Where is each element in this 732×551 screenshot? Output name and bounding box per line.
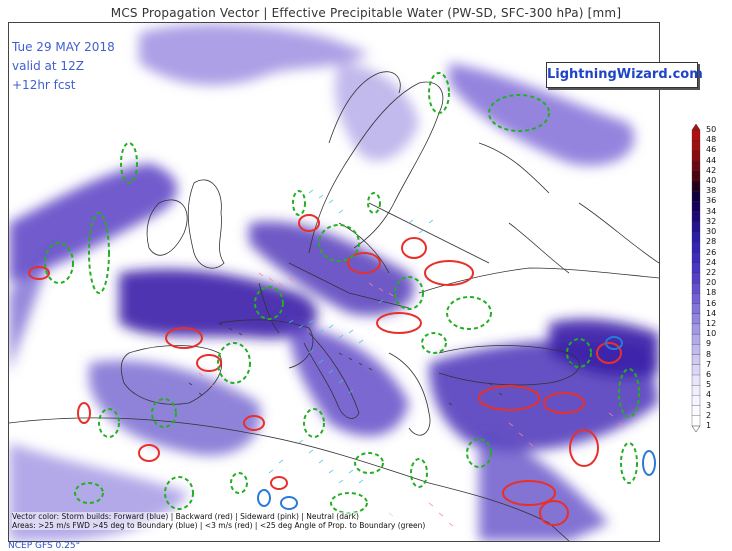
colorbar-label: 7	[706, 359, 712, 369]
colorbar-label: 10	[706, 329, 717, 339]
colorbar-label: 46	[706, 145, 717, 155]
colorbar-label: 28	[706, 237, 717, 247]
colorbar-swatch	[691, 211, 701, 223]
colorbar-swatch	[691, 293, 701, 304]
colorbar-label: 32	[706, 216, 717, 226]
model-label: NCEP GFS 0.25°	[8, 541, 81, 551]
colorbar-swatch	[691, 354, 701, 366]
colorbar-label: 18	[706, 288, 717, 298]
colorbar-swatch	[691, 252, 701, 264]
date-label: Tue 29 MAY 2018	[12, 40, 115, 54]
colorbar-top-arrow	[691, 123, 701, 131]
colorbar-label: 44	[706, 155, 717, 165]
colorbar-label: 6	[706, 370, 712, 379]
colorbar-swatch	[691, 333, 701, 345]
colorbar-swatch	[691, 415, 701, 427]
colorbar-label: 9	[706, 339, 712, 349]
propagation-vectors	[188, 189, 624, 527]
colorbar-label: 16	[706, 298, 717, 308]
colorbar-bottom-arrow	[691, 425, 701, 433]
colorbar-swatch	[691, 364, 701, 376]
colorbar-swatch	[691, 323, 701, 335]
blue-contours	[257, 336, 656, 510]
colorbar-swatch	[691, 395, 701, 407]
legend-line-2: Areas: >25 m/s FWD >45 deg to Boundary (…	[12, 521, 426, 530]
colorbar-swatch	[691, 160, 701, 172]
colorbar-label: 34	[706, 206, 717, 216]
brand-logo[interactable]: LightningWizard.com	[546, 62, 703, 88]
colorbar-label: 36	[706, 196, 717, 206]
colorbar-swatch	[691, 303, 701, 315]
legend-line-1: Vector color: Storm builds: Forward (blu…	[12, 512, 359, 521]
colorbar-scale	[691, 123, 701, 433]
colorbar-label: 12	[706, 318, 717, 328]
colorbar-label: 48	[706, 135, 717, 145]
colorbar-swatch	[691, 313, 701, 325]
colorbar-label: 24	[706, 257, 717, 267]
colorbar-swatch	[691, 272, 701, 284]
colorbar-swatch	[691, 282, 701, 294]
map-canvas	[9, 23, 659, 541]
colorbar-label: 40	[706, 176, 717, 185]
precipitable-water-map	[8, 22, 660, 542]
colorbar-label: 2	[706, 410, 712, 420]
colorbar-swatch	[691, 385, 701, 396]
colorbar-label: 30	[706, 227, 717, 237]
colorbar-label: 50	[706, 125, 717, 134]
colorbar-label: 38	[706, 186, 717, 196]
colorbar-label: 26	[706, 247, 717, 257]
green-contours	[44, 72, 640, 514]
colorbar-swatch	[691, 221, 701, 233]
colorbar-swatch	[691, 231, 701, 243]
colorbar-label: 8	[706, 349, 712, 359]
colorbar-swatch	[691, 180, 701, 192]
valid-time-label: valid at 12Z	[12, 59, 84, 73]
colorbar-swatch	[691, 344, 701, 355]
colorbar-label: 5	[706, 380, 712, 390]
colorbar-swatch	[691, 242, 701, 253]
colorbar-swatch	[691, 262, 701, 274]
colorbar-swatch	[691, 129, 701, 141]
colorbar-label: 14	[706, 308, 717, 318]
colorbar-swatch	[691, 150, 701, 162]
colorbar-label: 22	[706, 267, 717, 277]
colorbar-swatch	[691, 405, 701, 417]
vector-legend: Vector color: Storm builds: Forward (blu…	[12, 512, 426, 530]
moisture-shading	[9, 23, 659, 541]
brand-text: LightningWizard.com	[547, 67, 703, 82]
colorbar-swatch	[691, 201, 701, 213]
colorbar-label: 4	[706, 390, 712, 400]
colorbar-swatch	[691, 374, 701, 386]
colorbar-swatch	[691, 191, 701, 202]
red-contours	[28, 214, 622, 526]
colorbar-swatch	[691, 170, 701, 182]
colorbar-label: 3	[706, 400, 712, 410]
colorbar: 50 48 46 44 42 40 38 36 34 32 30 28 26 24 22 20 18 16 14 12…	[688, 123, 728, 434]
colorbar-swatch	[691, 140, 701, 151]
map-title: MCS Propagation Vector | Effective Preci…	[110, 6, 622, 20]
colorbar-label: 42	[706, 165, 717, 175]
colorbar-label: 1	[706, 421, 712, 430]
colorbar-label: 20	[706, 278, 717, 288]
forecast-hour-label: +12hr fcst	[12, 78, 76, 92]
